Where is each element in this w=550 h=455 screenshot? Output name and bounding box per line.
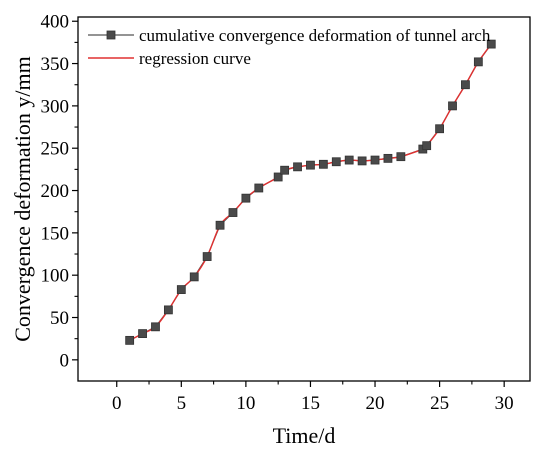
measured-series-line bbox=[129, 43, 492, 341]
y-tick-label: 200 bbox=[41, 181, 70, 202]
data-point bbox=[163, 305, 173, 315]
data-point bbox=[461, 80, 470, 90]
data-point bbox=[435, 124, 445, 134]
y-tick-label: 300 bbox=[41, 96, 70, 117]
y-axis-title: Convergence deformation y/mm bbox=[10, 56, 35, 342]
data-point bbox=[473, 57, 483, 67]
legend-label-regression: regression curve bbox=[139, 49, 251, 68]
legend-label-measured: cumulative convergence deformation of tu… bbox=[139, 26, 491, 45]
data-point bbox=[280, 165, 290, 175]
data-point bbox=[344, 155, 354, 165]
data-point bbox=[396, 152, 406, 162]
y-tick-label: 350 bbox=[41, 54, 70, 75]
y-tick-label: 150 bbox=[41, 223, 70, 244]
data-point bbox=[293, 162, 302, 172]
regression-curve bbox=[129, 43, 492, 341]
data-point bbox=[422, 141, 432, 151]
data-point bbox=[202, 252, 212, 261]
y-tick-label: 0 bbox=[60, 350, 70, 371]
y-tick-label: 50 bbox=[50, 308, 69, 329]
data-point bbox=[241, 193, 251, 203]
x-tick-label: 15 bbox=[301, 393, 320, 414]
data-point bbox=[189, 272, 199, 282]
data-point bbox=[228, 208, 238, 217]
data-point bbox=[370, 155, 380, 165]
y-tick-label: 250 bbox=[41, 139, 70, 160]
legend-marker-measured bbox=[106, 30, 116, 40]
y-tick-label: 400 bbox=[41, 12, 70, 33]
data-point bbox=[306, 160, 315, 170]
data-point bbox=[273, 172, 283, 182]
legend: cumulative convergence deformation of tu… bbox=[88, 26, 491, 68]
y-tick-label: 100 bbox=[41, 266, 70, 287]
x-tick-label: 30 bbox=[495, 393, 514, 414]
data-point bbox=[448, 101, 457, 111]
x-tick-label: 20 bbox=[366, 393, 385, 414]
x-tick-label: 25 bbox=[430, 393, 449, 414]
plot-area bbox=[125, 39, 496, 345]
data-point bbox=[331, 157, 341, 167]
data-point bbox=[151, 322, 160, 332]
data-point bbox=[176, 285, 186, 294]
data-point bbox=[254, 183, 264, 193]
data-point bbox=[383, 153, 393, 163]
x-axis-title: Time/d bbox=[273, 423, 336, 448]
data-point bbox=[125, 335, 135, 345]
x-tick-label: 0 bbox=[112, 393, 122, 414]
data-point bbox=[138, 329, 147, 338]
data-point bbox=[486, 39, 496, 49]
data-point bbox=[357, 156, 367, 166]
x-tick-label: 5 bbox=[177, 393, 187, 414]
plot-frame bbox=[77, 16, 531, 382]
x-tick-label: 10 bbox=[236, 393, 255, 414]
data-point bbox=[318, 159, 328, 169]
data-point bbox=[215, 220, 225, 230]
